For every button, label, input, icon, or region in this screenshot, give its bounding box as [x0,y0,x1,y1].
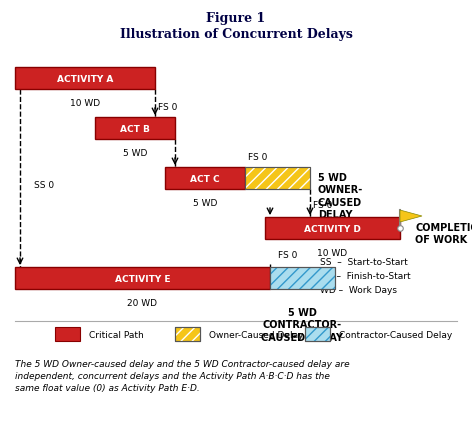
Bar [55,327,80,341]
Text: FS  –  Finish-to-Start: FS – Finish-to-Start [320,271,411,280]
Text: SS  –  Start-to-Start: SS – Start-to-Start [320,257,408,266]
Text: FS 0: FS 0 [278,251,297,260]
Text: FS 0: FS 0 [313,201,332,210]
Text: FS 0: FS 0 [248,153,267,162]
Text: ACT C: ACT C [190,174,220,183]
Text: 5 WD: 5 WD [123,148,147,157]
Bar [245,167,310,190]
Bar [175,327,200,341]
Bar [245,167,310,190]
Bar [15,68,155,90]
Text: 20 WD: 20 WD [127,298,157,307]
Bar [175,327,200,341]
Text: 5 WD
CONTRACTOR-
CAUSED DELAY: 5 WD CONTRACTOR- CAUSED DELAY [261,307,343,342]
Text: Illustration of Concurrent Delays: Illustration of Concurrent Delays [119,28,353,41]
Bar [245,167,310,190]
Text: ACTIVITY A: ACTIVITY A [57,74,113,83]
Bar [15,268,270,289]
Text: WD –  Work Days: WD – Work Days [320,285,397,294]
Bar [305,327,330,341]
Bar [175,327,200,341]
Text: 5 WD
OWNER-
CAUSED
DELAY: 5 WD OWNER- CAUSED DELAY [318,173,363,220]
Text: 5 WD: 5 WD [193,198,217,207]
Text: The 5 WD Owner-caused delay and the 5 WD Contractor-caused delay are
independent: The 5 WD Owner-caused delay and the 5 WD… [15,359,350,391]
Bar [95,118,175,140]
Text: 10 WD: 10 WD [317,248,347,257]
Bar [165,167,245,190]
Text: ACTIVITY E: ACTIVITY E [115,274,170,283]
Text: 10 WD: 10 WD [70,98,100,107]
Bar [270,268,335,289]
Bar [270,268,335,289]
Text: Figure 1: Figure 1 [206,12,266,25]
Text: COMPLETION
OF WORK: COMPLETION OF WORK [415,222,472,245]
Bar [270,268,335,289]
Text: Owner-Caused Delay: Owner-Caused Delay [209,330,303,339]
Text: FS 0: FS 0 [158,103,177,112]
Text: Critical Path: Critical Path [89,330,144,339]
Bar [305,327,330,341]
Bar [265,218,400,239]
Polygon shape [400,210,422,222]
Text: SS 0: SS 0 [34,180,54,189]
Text: ACTIVITY D: ACTIVITY D [304,224,361,233]
Text: ACT B: ACT B [120,124,150,133]
Text: Contractor-Caused Delay: Contractor-Caused Delay [339,330,452,339]
Bar [305,327,330,341]
